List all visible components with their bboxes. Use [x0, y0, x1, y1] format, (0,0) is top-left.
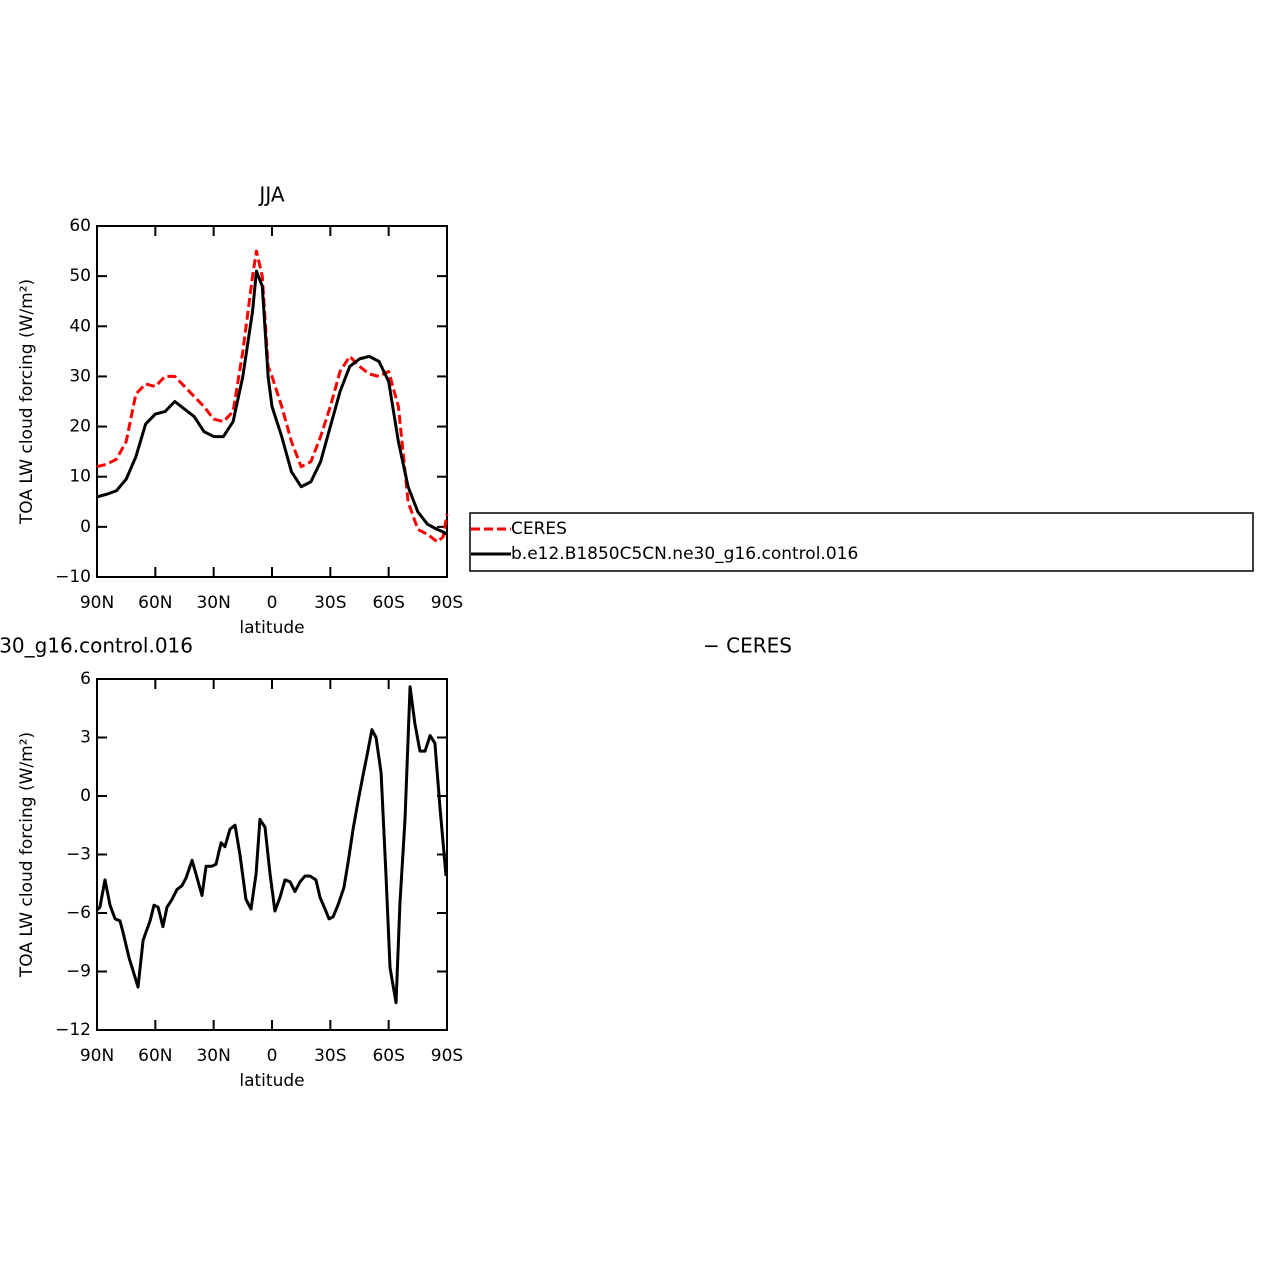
data-line: [96, 269, 448, 536]
x-tick-label: 30N: [196, 593, 230, 613]
chart-title: JJA: [257, 183, 284, 207]
y-tick-label: −9: [66, 962, 91, 982]
y-tick-label: 3: [80, 728, 91, 748]
y-tick-label: 50: [69, 266, 91, 286]
x-axis-label: latitude: [239, 1071, 304, 1091]
y-tick-label: −6: [66, 903, 91, 923]
x-tick-label: 0: [267, 593, 278, 613]
x-tick-label: 30N: [196, 1046, 230, 1066]
x-tick-label: 90N: [80, 593, 114, 613]
y-tick-label: 30: [69, 366, 91, 386]
legend-label: b.e12.B1850C5CN.ne30_g16.control.016: [511, 544, 858, 564]
y-tick-label: −3: [66, 845, 91, 865]
y-tick-label: 0: [80, 517, 91, 537]
y-tick-label: 6: [80, 669, 91, 689]
x-tick-label: 60S: [372, 593, 404, 613]
y-tick-label: −10: [55, 567, 91, 587]
x-tick-label: 90N: [80, 1046, 114, 1066]
legend-label: CERES: [511, 519, 567, 539]
x-tick-label: 60N: [138, 1046, 172, 1066]
y-axis-label: TOA LW cloud forcing (W/m²): [17, 279, 37, 525]
x-tick-label: 90S: [431, 593, 463, 613]
y-tick-label: 10: [69, 467, 91, 487]
legend-box: [469, 512, 1254, 572]
data-line: [95, 685, 448, 1005]
x-tick-label: 30S: [314, 1046, 346, 1066]
right-title: − CERES: [703, 634, 792, 658]
x-tick-label: 90S: [431, 1046, 463, 1066]
y-axis-label: TOA LW cloud forcing (W/m²): [17, 732, 37, 978]
y-tick-label: 40: [69, 316, 91, 336]
x-tick-label: 0: [267, 1046, 278, 1066]
left-title: b.e12.B1850C5CN.ne30_g16.control.016: [0, 634, 193, 658]
data-line: [96, 249, 449, 544]
x-tick-label: 60N: [138, 593, 172, 613]
y-tick-label: 0: [80, 786, 91, 806]
y-tick-label: −12: [55, 1020, 91, 1040]
y-tick-label: 20: [69, 417, 91, 437]
plot-frame: [96, 678, 448, 1031]
x-tick-label: 30S: [314, 593, 346, 613]
x-axis-label: latitude: [239, 618, 304, 638]
x-tick-label: 60S: [372, 1046, 404, 1066]
y-tick-label: 60: [69, 216, 91, 236]
